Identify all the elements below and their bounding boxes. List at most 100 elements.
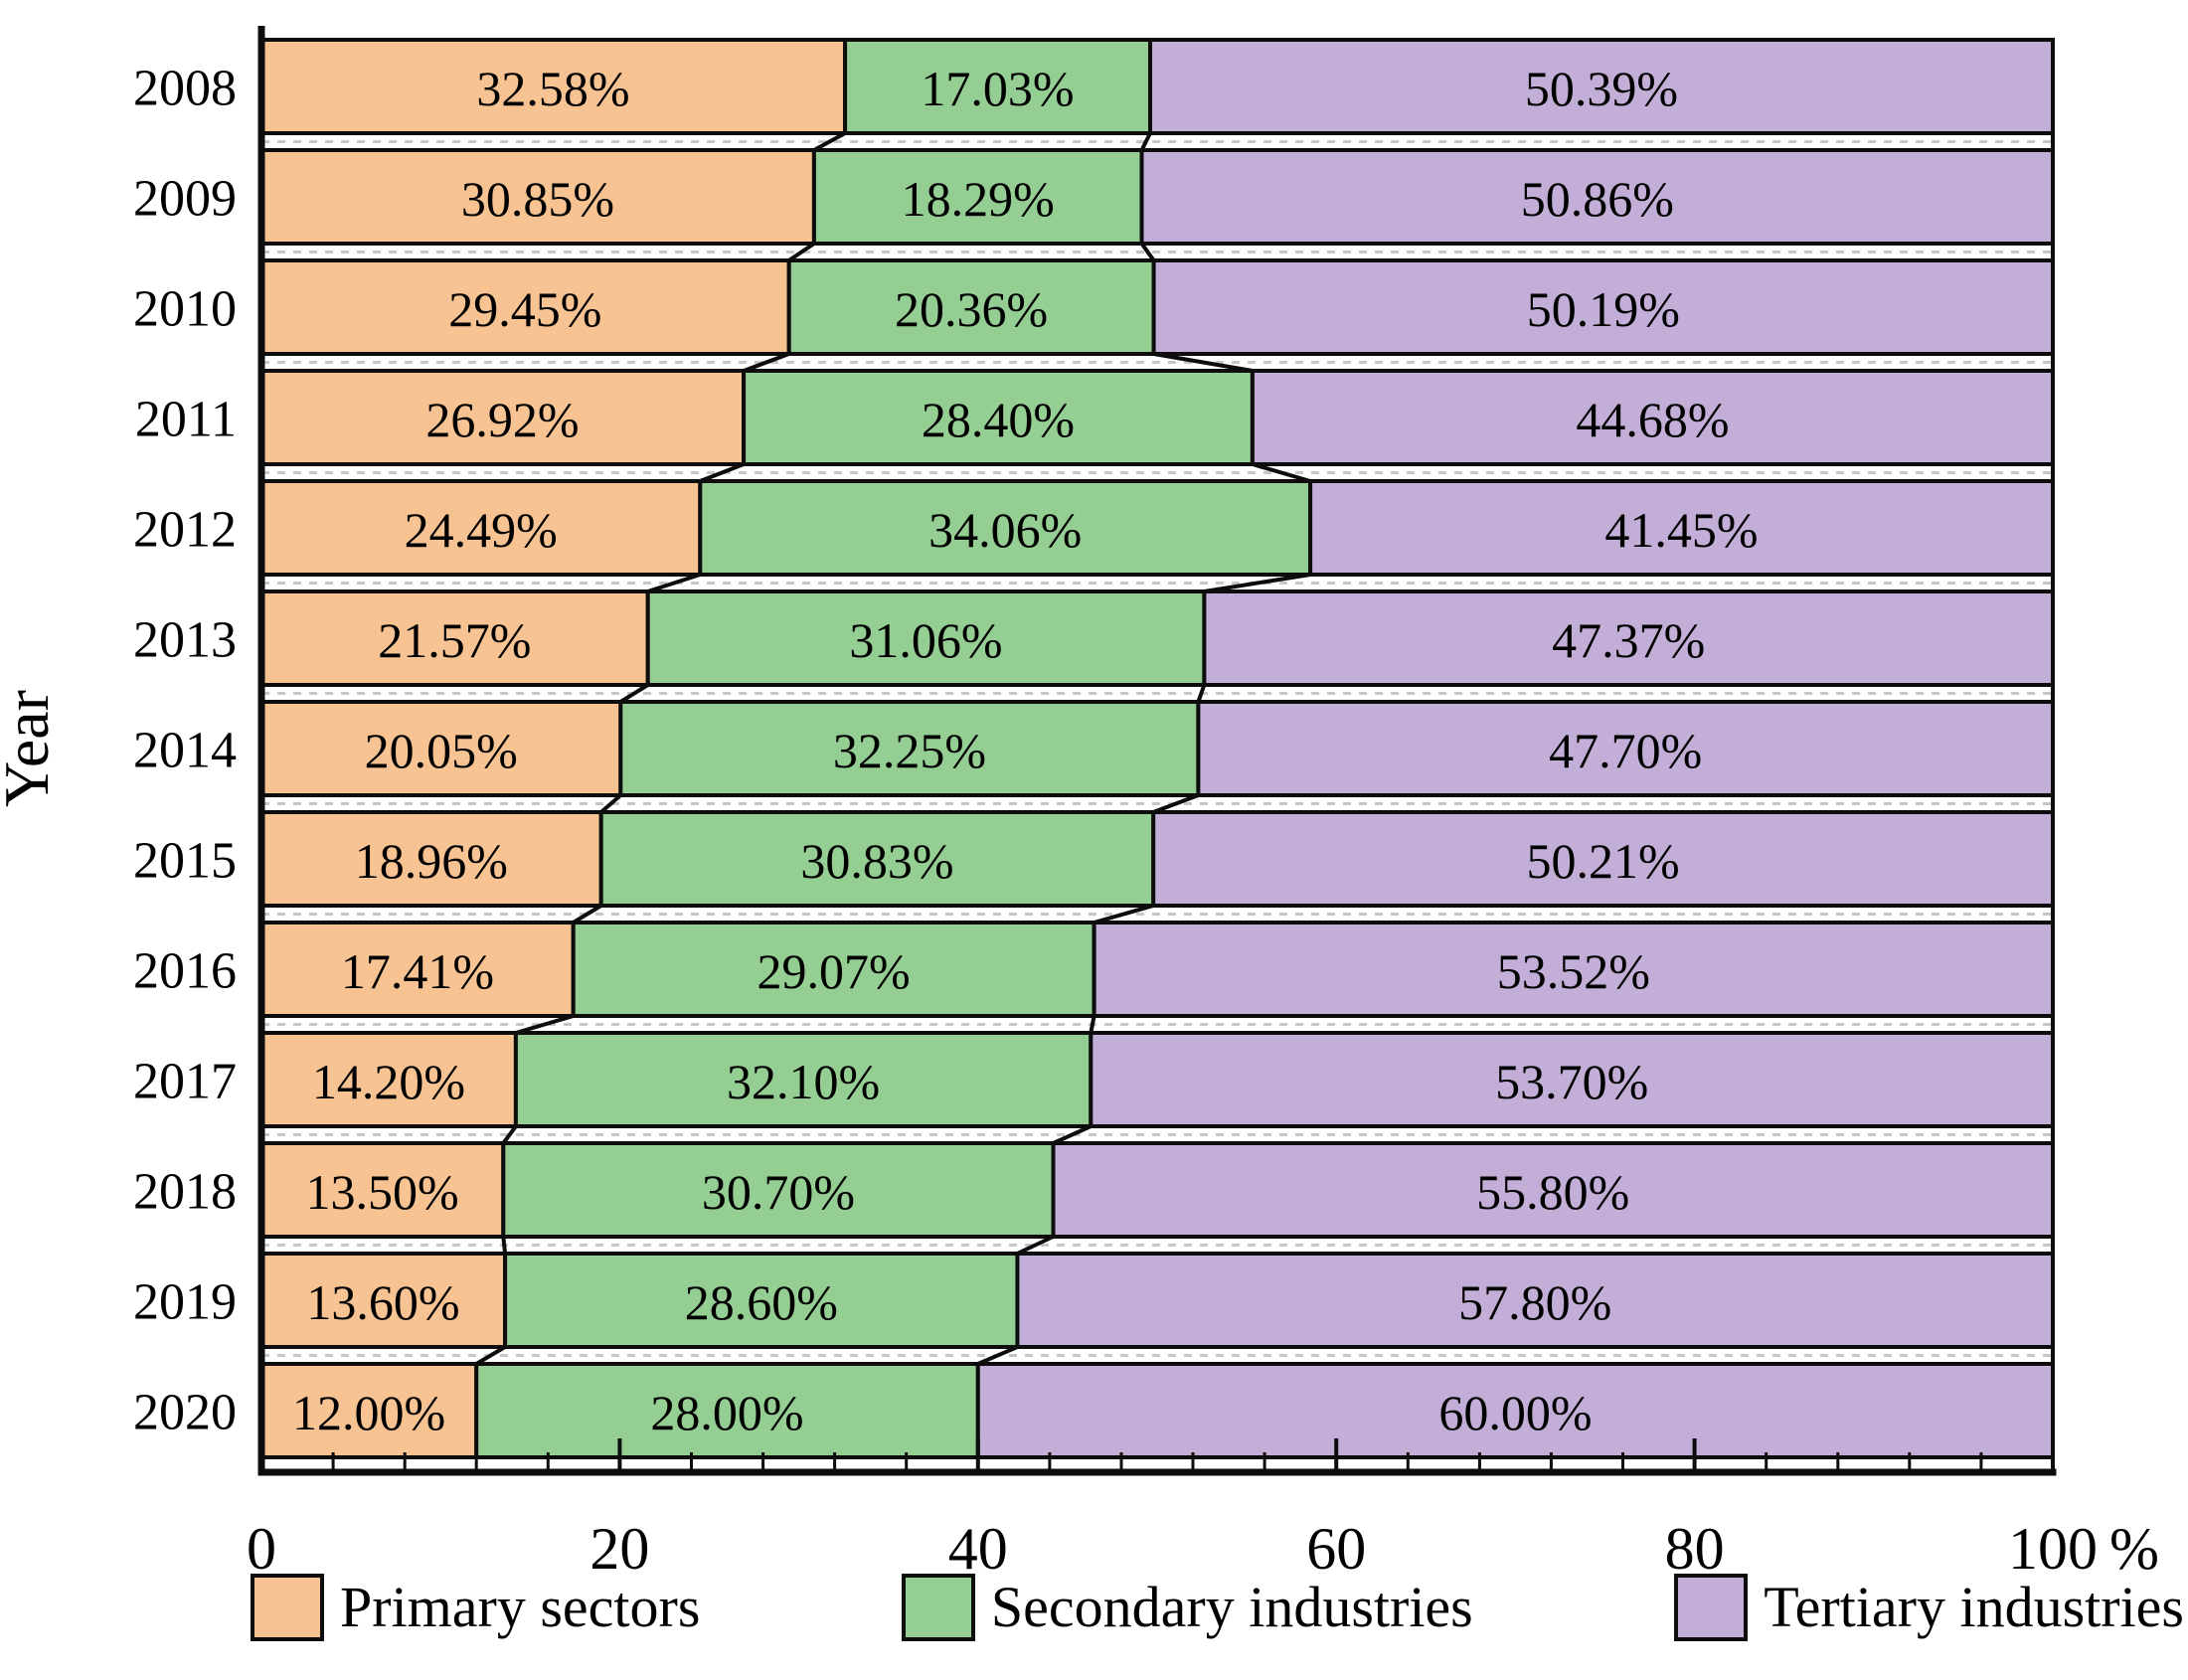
bar-segment-2009-2 [1139, 148, 2055, 246]
bar-value-label: 44.68% [1576, 392, 1729, 447]
bar-segment-2008-1 [843, 38, 1152, 135]
connector-line [515, 1014, 575, 1035]
connector-line [1252, 462, 1311, 483]
x-tick-label: 20 [589, 1516, 649, 1582]
bar-value-label: 32.58% [476, 61, 629, 116]
legend-swatch-tertiary [1674, 1574, 1749, 1641]
connector-line [1204, 573, 1311, 593]
bar-segment-2014-0 [259, 700, 623, 797]
bar-value-label: 30.70% [702, 1164, 855, 1220]
bar-value-label: 34.06% [928, 502, 1082, 558]
bar-segment-2020-2 [975, 1362, 2055, 1459]
connector-line [743, 352, 790, 373]
legend-swatch-secondary [901, 1574, 975, 1641]
connector-line [619, 683, 649, 704]
connector-line [1139, 132, 1152, 151]
x-tick-label: 100 [2008, 1516, 2098, 1582]
bar-segment-2018-2 [1051, 1141, 2055, 1239]
bar-segment-2010-2 [1151, 258, 2055, 356]
bar-segment-2015-2 [1151, 810, 2055, 908]
legend-label-tertiary: Tertiary industries [1764, 1575, 2184, 1639]
connector-line [1016, 1235, 1055, 1256]
y-axis-title: Year [0, 690, 62, 807]
bar-value-label: 29.07% [757, 943, 911, 999]
bar-segment-2016-1 [571, 921, 1096, 1018]
connector-line [787, 242, 816, 262]
bar-value-label: 55.80% [1476, 1164, 1629, 1220]
bar-value-label: 12.00% [292, 1385, 445, 1440]
bar-segment-2014-1 [618, 700, 1201, 797]
bar-value-label: 29.45% [448, 281, 601, 337]
connector-line [1139, 242, 1156, 262]
year-tick-label: 2013 [133, 612, 237, 669]
connector-line [475, 1345, 507, 1366]
bar-segment-2012-1 [698, 479, 1313, 577]
bar-segment-2011-1 [742, 369, 1255, 466]
year-tick-label: 2009 [133, 171, 237, 228]
connector-line [1153, 352, 1254, 373]
legend-item-primary-sectors: Primary sectors [251, 1574, 700, 1641]
year-tick-label: 2012 [133, 502, 237, 559]
connector-line [977, 1345, 1019, 1366]
legend-swatch-primary [251, 1574, 324, 1641]
connector-line [647, 573, 701, 593]
connector-line [1152, 793, 1200, 814]
bar-value-label: 50.19% [1527, 281, 1680, 337]
bar-value-label: 18.96% [355, 833, 508, 889]
bar-segment-2008-2 [1148, 38, 2055, 135]
bar-value-label: 53.70% [1495, 1054, 1648, 1109]
bar-segment-2017-0 [259, 1031, 518, 1128]
x-tick-label: 40 [948, 1516, 1008, 1582]
bar-segment-2012-0 [259, 479, 703, 577]
bar-value-label: 60.00% [1438, 1385, 1592, 1440]
bar-segment-2016-2 [1092, 921, 2055, 1018]
bar-value-label: 30.83% [800, 833, 953, 889]
connector-line [599, 793, 622, 814]
bar-segment-2012-2 [1308, 479, 2055, 577]
bar-value-label: 28.40% [922, 392, 1075, 447]
bar-segment-2017-2 [1089, 1031, 2056, 1128]
x-tick-label: 60 [1306, 1516, 1366, 1582]
x-tick-label: 80 [1665, 1516, 1725, 1582]
bar-value-label: 17.03% [921, 61, 1074, 116]
bar-value-label: 13.50% [306, 1164, 459, 1220]
year-tick-label: 2010 [133, 281, 237, 338]
bar-value-label: 13.60% [306, 1274, 459, 1330]
bar-value-label: 21.57% [378, 612, 531, 668]
bar-value-label: 28.60% [685, 1274, 838, 1330]
connector-line [1089, 1015, 1096, 1034]
year-tick-label: 2019 [133, 1274, 237, 1331]
bar-segment-2011-0 [259, 369, 747, 466]
year-tick-label: 2015 [133, 833, 237, 890]
bar-value-label: 53.52% [1497, 943, 1650, 999]
bar-segment-2019-1 [503, 1252, 1020, 1349]
legend-item-secondary-industries: Secondary industries [901, 1574, 1473, 1641]
bar-segment-2019-2 [1015, 1252, 2055, 1349]
year-tick-label: 2011 [135, 392, 237, 448]
connector-line [699, 462, 745, 483]
year-tick-label: 2017 [133, 1054, 237, 1110]
bar-segment-2013-2 [1202, 589, 2055, 687]
bar-value-label: 41.45% [1604, 502, 1758, 558]
year-tick-label: 2020 [133, 1385, 237, 1441]
year-tick-label: 2008 [133, 61, 237, 117]
bar-value-label: 17.41% [341, 943, 494, 999]
bar-segment-2014-2 [1196, 700, 2055, 797]
bar-value-label: 18.29% [902, 171, 1055, 227]
x-tick-label: 0 [247, 1516, 276, 1582]
bar-value-label: 50.39% [1525, 61, 1678, 116]
bar-value-label: 20.05% [365, 723, 518, 778]
x-axis-unit-label: % [2109, 1516, 2159, 1582]
bar-value-label: 31.06% [849, 612, 1002, 668]
connector-line [501, 1236, 508, 1255]
bar-segment-2020-1 [474, 1362, 980, 1459]
bar-value-label: 57.80% [1458, 1274, 1611, 1330]
connector-line [501, 1124, 518, 1145]
year-tick-label: 2016 [133, 943, 237, 1000]
bar-segment-2016-0 [259, 921, 576, 1018]
connector-line [1094, 904, 1154, 924]
bar-value-label: 20.36% [895, 281, 1048, 337]
connector-line [572, 904, 602, 924]
